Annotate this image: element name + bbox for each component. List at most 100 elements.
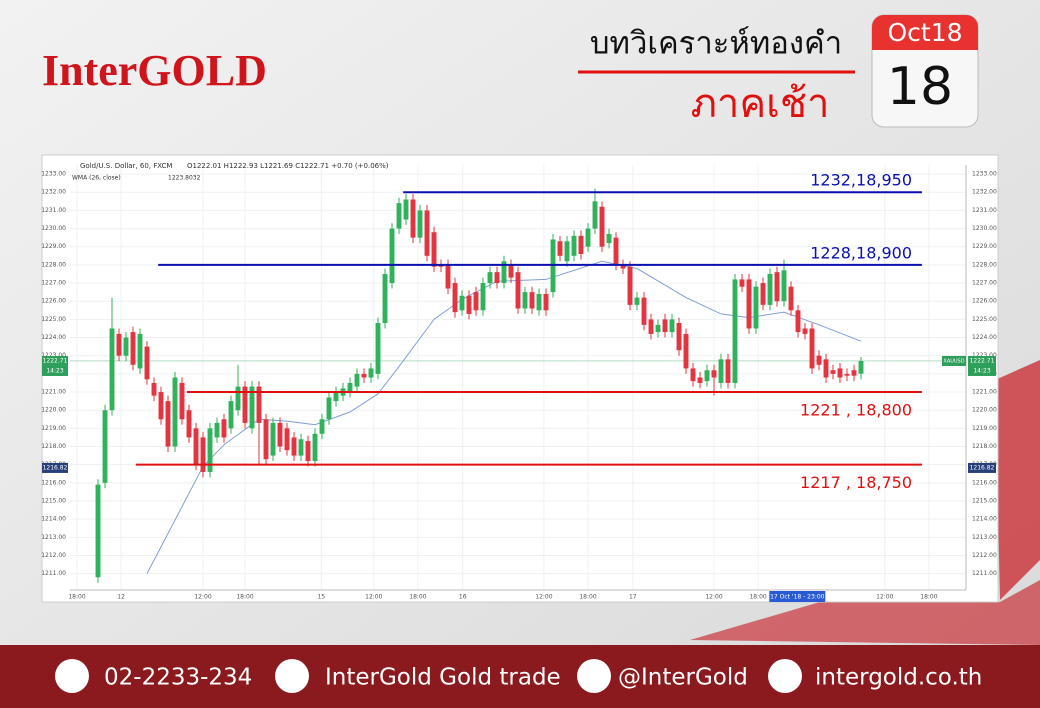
candle-body bbox=[214, 422, 220, 438]
candle-body bbox=[95, 484, 101, 578]
web-icon bbox=[768, 659, 802, 693]
y-tick-label: 1211.00 bbox=[41, 570, 66, 577]
x-tick-label: 12:00 bbox=[876, 594, 893, 601]
candle-body bbox=[277, 422, 283, 447]
y-tick-label: 1231.00 bbox=[41, 207, 66, 214]
candle-body bbox=[690, 368, 696, 382]
x-tick-label: 18:00 bbox=[579, 594, 596, 601]
candle-body bbox=[130, 332, 136, 365]
symbol-tag bbox=[942, 355, 966, 366]
phone-icon bbox=[55, 659, 89, 693]
x-tick-label: 12:00 bbox=[365, 594, 382, 601]
candle-body bbox=[760, 283, 766, 305]
x-tick-label: 18:00 bbox=[920, 594, 937, 601]
candle-body bbox=[851, 370, 857, 376]
candle-body bbox=[151, 382, 157, 396]
y-tick-label: 1215.00 bbox=[41, 498, 66, 505]
price-tag-label: 1222.71 bbox=[43, 357, 68, 364]
candle-body bbox=[830, 370, 836, 374]
candle-body bbox=[753, 286, 759, 329]
candle-body bbox=[683, 333, 689, 369]
candle-body bbox=[669, 319, 675, 333]
candle-body bbox=[270, 422, 276, 456]
y-tick-label: 1221.00 bbox=[972, 389, 997, 396]
y-tick-label: 1218.00 bbox=[972, 443, 997, 450]
candle-body bbox=[361, 373, 367, 378]
y-tick-label: 1223.00 bbox=[972, 352, 997, 359]
candle-body bbox=[256, 386, 262, 423]
x-tick-label: 12:00 bbox=[705, 594, 722, 601]
candle-body bbox=[592, 201, 598, 229]
candle-body bbox=[529, 292, 535, 309]
candle-body bbox=[599, 206, 605, 247]
y-tick-label: 1224.00 bbox=[972, 334, 997, 341]
y-tick-label: 1223.00 bbox=[41, 352, 66, 359]
y-tick-label: 1216.00 bbox=[972, 479, 997, 486]
y-tick-label: 1232.00 bbox=[41, 189, 66, 196]
line-icon bbox=[577, 659, 611, 693]
calendar-day: 18 bbox=[887, 57, 953, 117]
candle-body bbox=[711, 370, 717, 378]
candle-body bbox=[172, 377, 178, 447]
candle-body bbox=[781, 270, 787, 302]
candle-body bbox=[109, 328, 115, 411]
x-tick-label: 12:00 bbox=[535, 594, 552, 601]
candle-body bbox=[522, 292, 528, 309]
y-tick-label: 1226.00 bbox=[41, 298, 66, 305]
y-tick-label: 1212.00 bbox=[972, 552, 997, 559]
candle-body bbox=[494, 272, 500, 284]
candle-body bbox=[795, 310, 801, 333]
candle-body bbox=[718, 359, 724, 383]
y-tick-label: 1230.00 bbox=[41, 225, 66, 232]
y-tick-label: 1211.00 bbox=[972, 570, 997, 577]
indicator: WMA (26, close) bbox=[72, 175, 121, 182]
title: บทวิเคราะห์ทองคำ bbox=[590, 26, 842, 62]
candle-body bbox=[417, 210, 423, 238]
candle-body bbox=[312, 433, 318, 462]
cursor-tag bbox=[769, 591, 826, 602]
y-tick-label: 1228.00 bbox=[41, 261, 66, 268]
y-tick-label: 1227.00 bbox=[972, 280, 997, 287]
y-tick-label: 1215.00 bbox=[972, 498, 997, 505]
y-tick-label: 1219.00 bbox=[41, 425, 66, 432]
candle-body bbox=[606, 234, 612, 244]
candle-body bbox=[536, 293, 542, 311]
candle-body bbox=[263, 419, 269, 460]
candle-body bbox=[375, 323, 381, 374]
candle-body bbox=[746, 279, 752, 329]
candle-body bbox=[767, 273, 773, 305]
y-tick-label: 1225.00 bbox=[41, 316, 66, 323]
decor bbox=[690, 580, 1040, 645]
candle-body bbox=[396, 203, 402, 229]
candle-body bbox=[823, 359, 829, 378]
y-tick-label: 1214.00 bbox=[41, 516, 66, 523]
decor bbox=[995, 360, 1040, 600]
level-label: 1217 , 18,750 bbox=[800, 473, 912, 492]
candle-body bbox=[207, 428, 213, 472]
phone: 02-2233-234 bbox=[104, 665, 252, 691]
footer bbox=[0, 645, 1040, 708]
y-tick-label: 1216.00 bbox=[41, 479, 66, 486]
ohlc-info: O1222.01 H1222.93 L1221.69 C1222.71 +0.7… bbox=[187, 162, 389, 170]
candle-body bbox=[697, 377, 703, 383]
candle-body bbox=[802, 328, 808, 334]
candle-body bbox=[228, 401, 234, 429]
y-tick-label: 1220.00 bbox=[41, 407, 66, 414]
candle-body bbox=[389, 228, 395, 284]
candle-body bbox=[725, 359, 731, 383]
candle-body bbox=[431, 232, 437, 267]
calendar-month: Oct18 bbox=[887, 18, 962, 47]
y-tick-label: 1224.00 bbox=[41, 334, 66, 341]
website: intergold.co.th bbox=[815, 665, 982, 691]
indicator-value: 1223.8032 bbox=[168, 175, 201, 182]
candle-body bbox=[774, 272, 780, 302]
y-tick-label: 1225.00 bbox=[972, 316, 997, 323]
candle-body bbox=[858, 360, 864, 374]
candle-body bbox=[641, 297, 647, 325]
candle-body bbox=[557, 241, 563, 256]
candle-body bbox=[662, 319, 668, 333]
x-tick-label: 18:00 bbox=[236, 594, 253, 601]
candle-body bbox=[466, 295, 472, 314]
level-label: 1232,18,950 bbox=[810, 171, 912, 190]
x-tick-label: 15 bbox=[317, 594, 325, 601]
